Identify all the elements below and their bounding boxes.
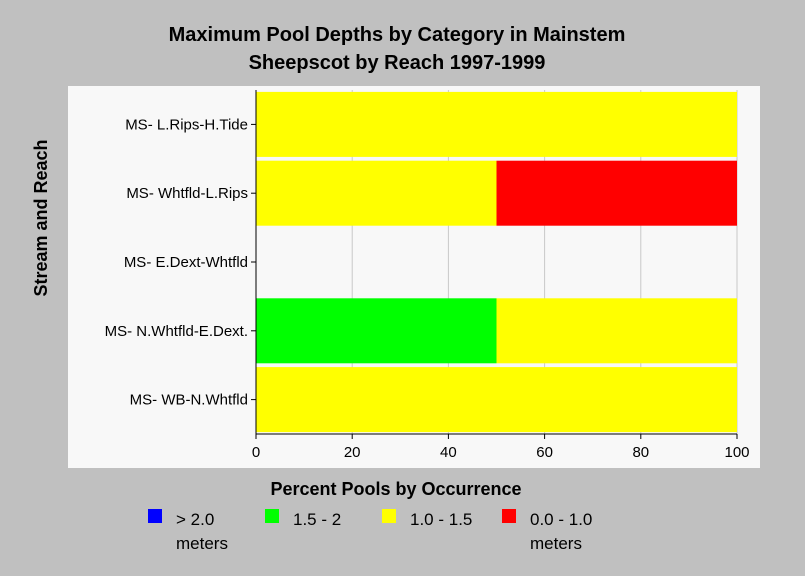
legend-label-unit: meters (530, 534, 582, 553)
bar-segment (496, 160, 737, 226)
bar-segment (256, 298, 497, 364)
legend-swatch (502, 509, 516, 523)
x-axis-title: Percent Pools by Occurrence (270, 479, 521, 499)
legend-label: 1.0 - 1.5 (410, 510, 472, 529)
legend-swatch (382, 509, 396, 523)
bars (256, 91, 737, 433)
legend-label: 0.0 - 1.0 (530, 510, 592, 529)
bar-segment (496, 298, 737, 364)
category-label: MS- N.Whtfld-E.Dext. (105, 323, 248, 340)
x-tick-labels: 0 20 40 60 80 100 (252, 434, 750, 461)
category-labels: MS- L.Rips-H.Tide MS- Whtfld-L.Rips MS- E.… (105, 116, 256, 409)
x-tick-label: 40 (440, 444, 457, 461)
x-tick-label: 0 (252, 444, 260, 461)
category-label: MS- L.Rips-H.Tide (125, 116, 248, 133)
category-label: MS- Whtfld-L.Rips (126, 185, 248, 202)
bar-segment (256, 367, 737, 433)
chart-title: Maximum Pool Depths by Category in Mains… (169, 24, 626, 46)
legend-label: > 2.0 (176, 510, 214, 529)
y-axis-title: Stream and Reach (31, 139, 51, 296)
category-label: MS- E.Dext-Whtfld (124, 254, 248, 271)
chart-subtitle: Sheepscot by Reach 1997-1999 (249, 52, 546, 74)
bar-segment (256, 91, 737, 157)
legend-swatch (148, 509, 162, 523)
legend: > 2.0 meters 1.5 - 2 1.0 - 1.5 0.0 - 1.0 mete… (148, 509, 592, 553)
x-tick-label: 80 (632, 444, 649, 461)
legend-swatch (265, 509, 279, 523)
x-tick-label: 60 (536, 444, 553, 461)
x-tick-label: 100 (724, 444, 749, 461)
legend-label-unit: meters (176, 534, 228, 553)
x-tick-label: 20 (344, 444, 361, 461)
category-label: MS- WB-N.Whtfld (130, 392, 248, 409)
bar-segment (256, 160, 497, 226)
legend-label: 1.5 - 2 (293, 510, 341, 529)
